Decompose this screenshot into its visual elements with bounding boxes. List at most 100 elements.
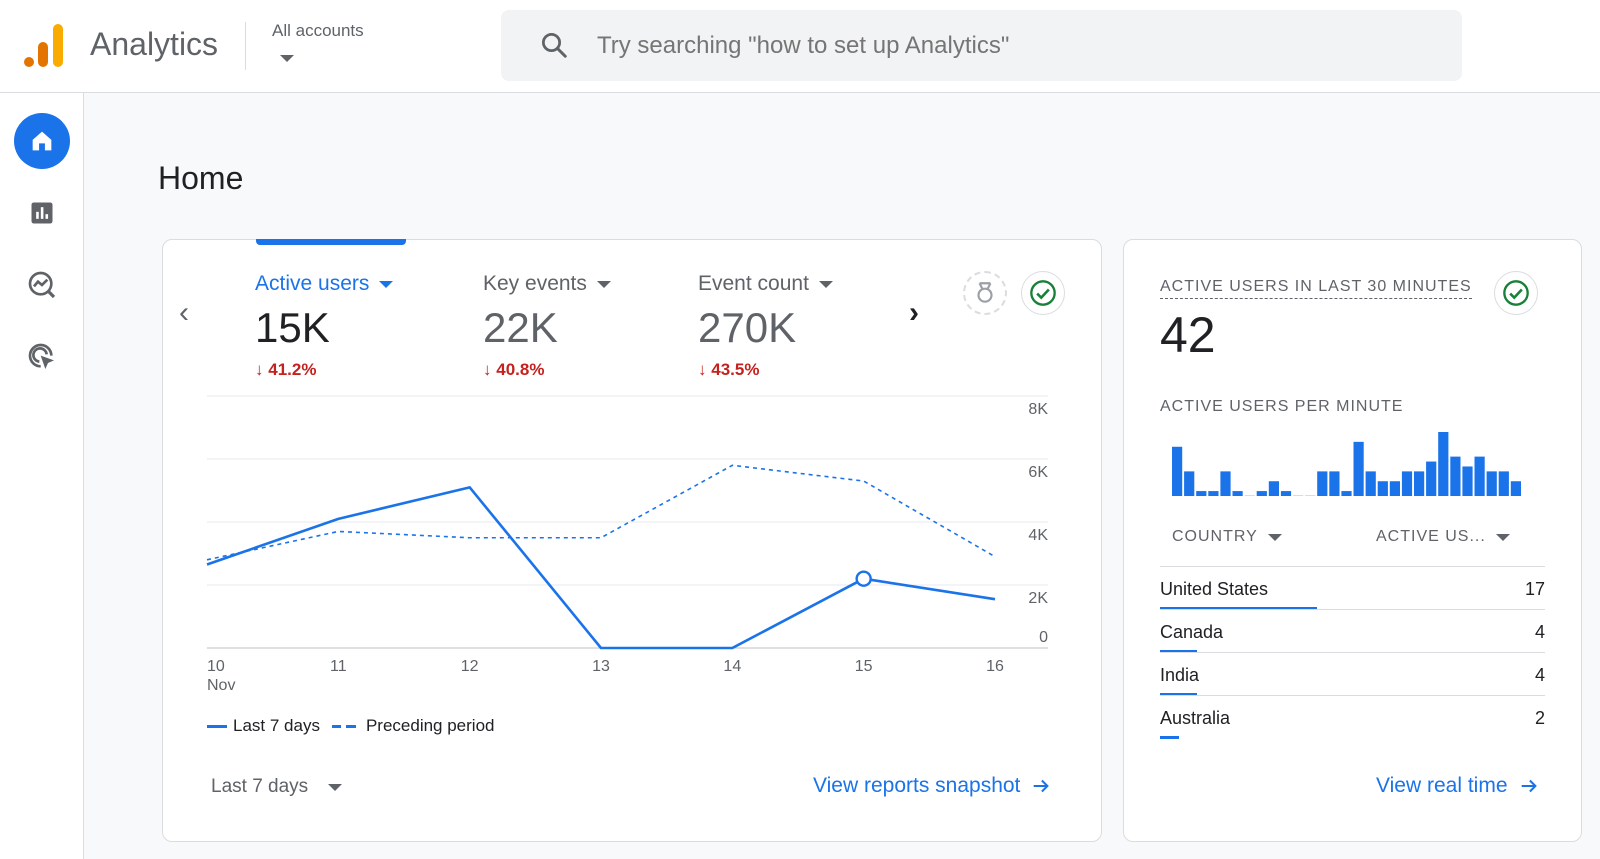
account-selector[interactable]: All accounts (272, 21, 364, 40)
column-label: ACTIVE US... (1376, 528, 1486, 545)
view-reports-snapshot-link[interactable]: View reports snapshot (813, 774, 1052, 798)
app-title: Analytics (90, 26, 219, 62)
insights-badge-icon[interactable] (963, 271, 1007, 315)
country-name: United States (1160, 579, 1269, 599)
y-tick-label: 0 (1039, 629, 1048, 646)
account-caret-icon[interactable] (280, 55, 294, 62)
nav-advertising[interactable] (14, 329, 70, 385)
caret-down-icon (328, 783, 343, 791)
user-count: 2 (1534, 708, 1545, 728)
metric-key-events[interactable]: Key events 22K ↓ 40.8% (483, 272, 611, 380)
realtime-value: 42 (1160, 307, 1216, 363)
minute-bar (1184, 471, 1195, 496)
minute-bar (1196, 491, 1207, 496)
page-title: Home (158, 160, 244, 196)
selected-metric-indicator (256, 239, 406, 245)
y-tick-label: 6K (1028, 464, 1048, 481)
minute-bar (1280, 491, 1292, 496)
x-tick-label: 13 (592, 658, 610, 675)
last-7-days-line (206, 486, 996, 650)
metric-label: Event count (698, 272, 833, 296)
metric-change: ↓ 43.5% (698, 360, 760, 379)
y-tick-label: 8K (1028, 401, 1048, 418)
country-name: Canada (1160, 622, 1224, 642)
link-label: View real time (1376, 774, 1508, 797)
x-tick-label: 10 (207, 658, 225, 675)
metric-active-users[interactable]: Active users 15K ↓ 41.2% (255, 272, 394, 380)
nav-home[interactable] (14, 113, 70, 169)
minute-bar (1486, 471, 1497, 496)
active-users-chart: 8K 6K 4K 2K 0 10 11 12 13 14 15 16 Nov (206, 395, 1048, 694)
country-name: Australia (1160, 708, 1231, 728)
minute-bar (1365, 471, 1376, 496)
caret-down-icon (818, 280, 833, 288)
table-row[interactable]: Australia 2 (1160, 695, 1545, 739)
proportion-bar (1160, 693, 1197, 696)
minute-bar (1389, 481, 1400, 496)
search-box[interactable] (501, 10, 1462, 81)
minute-bar (1317, 471, 1328, 496)
metric-change: ↓ 41.2% (255, 360, 317, 379)
previous-metrics-button[interactable]: ‹ (179, 296, 189, 329)
metric-value: 15K (255, 304, 330, 351)
highlight-point (855, 570, 872, 587)
date-range-selector[interactable]: Last 7 days (211, 776, 343, 798)
metric-change: ↓ 40.8% (483, 360, 545, 379)
arrow-down-icon: ↓ (698, 360, 707, 379)
reports-icon (31, 202, 53, 224)
column-label: COUNTRY (1172, 528, 1258, 545)
date-range-label: Last 7 days (211, 776, 309, 797)
metric-value: 270K (698, 304, 797, 351)
x-tick-label: 11 (330, 658, 347, 675)
user-count: 4 (1534, 665, 1545, 685)
arrow-right-icon (1034, 779, 1050, 793)
minute-bar (1414, 471, 1425, 496)
minute-bar (1208, 491, 1219, 496)
legend-label: Preceding period (365, 716, 495, 735)
next-metrics-button[interactable]: › (909, 296, 919, 329)
proportion-bar (1160, 650, 1197, 653)
link-label: View reports snapshot (813, 774, 1021, 797)
minute-bar (1268, 481, 1279, 496)
realtime-title[interactable]: ACTIVE USERS IN LAST 30 MINUTES (1160, 278, 1472, 299)
x-tick-label: 15 (855, 658, 873, 675)
minute-bar (1341, 491, 1352, 496)
minute-bar (1498, 471, 1509, 496)
metric-label: Active users (255, 272, 394, 296)
table-row[interactable]: Canada 4 (1160, 609, 1545, 653)
view-real-time-link[interactable]: View real time (1376, 774, 1540, 798)
x-tick-label: 14 (723, 658, 741, 675)
metric-event-count[interactable]: Event count 270K ↓ 43.5% (698, 272, 833, 380)
minute-bar (1426, 461, 1437, 496)
minute-bar (1510, 481, 1521, 496)
nav-reports[interactable] (14, 185, 70, 241)
proportion-bar (1160, 736, 1179, 739)
active-users-column-header[interactable]: ACTIVE US... (1376, 528, 1510, 546)
arrow-down-icon: ↓ (255, 360, 264, 379)
minute-bar (1305, 495, 1316, 496)
y-tick-label: 4K (1028, 527, 1048, 544)
search-input[interactable] (597, 10, 1417, 81)
chart-legend: Last 7 days Preceding period (207, 716, 494, 736)
analytics-logo-icon[interactable] (22, 24, 64, 68)
y-tick-label: 2K (1028, 590, 1048, 607)
realtime-card: ACTIVE USERS IN LAST 30 MINUTES 42 ACTIV… (1123, 239, 1582, 842)
home-icon (32, 131, 52, 151)
advertising-icon (28, 343, 54, 369)
user-count: 4 (1534, 622, 1545, 642)
minute-bar (1293, 495, 1304, 496)
minute-bar (1244, 495, 1255, 496)
x-tick-label: 12 (461, 658, 479, 675)
proportion-bar (1160, 607, 1317, 610)
top-bar: Analytics All accounts (0, 0, 1600, 93)
check-status-icon[interactable] (1494, 271, 1538, 315)
minute-bar (1353, 441, 1364, 496)
minute-bar (1329, 471, 1340, 496)
table-row[interactable]: United States 17 (1160, 566, 1545, 610)
check-status-icon[interactable] (1021, 271, 1065, 315)
nav-explore[interactable] (14, 257, 70, 313)
country-column-header[interactable]: COUNTRY (1172, 528, 1282, 546)
overview-card: ‹ Active users 15K ↓ 41.2% Key events 22… (162, 239, 1102, 842)
minute-bar (1220, 471, 1231, 496)
table-row[interactable]: India 4 (1160, 652, 1545, 696)
